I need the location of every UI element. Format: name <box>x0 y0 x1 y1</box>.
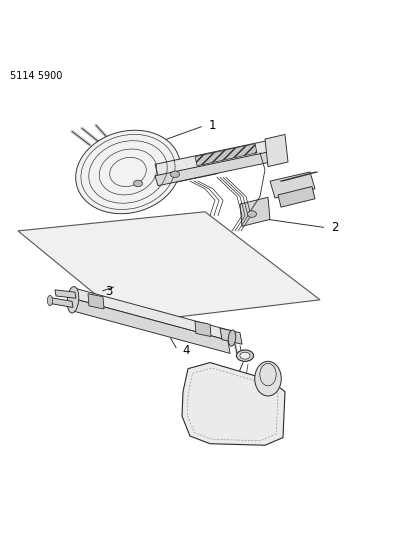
Polygon shape <box>195 143 257 166</box>
Polygon shape <box>182 362 285 445</box>
Ellipse shape <box>255 361 281 396</box>
Text: 1: 1 <box>209 119 216 132</box>
Text: 4: 4 <box>182 344 190 357</box>
Polygon shape <box>50 297 73 308</box>
Polygon shape <box>155 150 278 185</box>
Polygon shape <box>18 212 320 323</box>
Text: 3: 3 <box>105 285 112 298</box>
Polygon shape <box>280 172 318 181</box>
Polygon shape <box>278 187 315 207</box>
Polygon shape <box>105 164 218 197</box>
Text: 5114 5900: 5114 5900 <box>10 71 62 82</box>
Ellipse shape <box>76 130 180 214</box>
Polygon shape <box>220 328 242 344</box>
Polygon shape <box>55 290 76 298</box>
Ellipse shape <box>47 295 53 305</box>
Polygon shape <box>270 172 315 198</box>
Ellipse shape <box>236 350 253 361</box>
Polygon shape <box>100 158 220 190</box>
Polygon shape <box>72 298 230 353</box>
Ellipse shape <box>228 330 236 346</box>
Ellipse shape <box>133 180 142 187</box>
Polygon shape <box>265 134 288 167</box>
Polygon shape <box>88 294 104 309</box>
Polygon shape <box>155 139 278 176</box>
Ellipse shape <box>248 211 257 217</box>
Ellipse shape <box>67 287 79 313</box>
Polygon shape <box>240 197 270 227</box>
Ellipse shape <box>171 171 180 177</box>
Text: 2: 2 <box>331 221 339 234</box>
Ellipse shape <box>240 352 250 359</box>
Polygon shape <box>195 321 211 336</box>
Polygon shape <box>72 288 230 341</box>
